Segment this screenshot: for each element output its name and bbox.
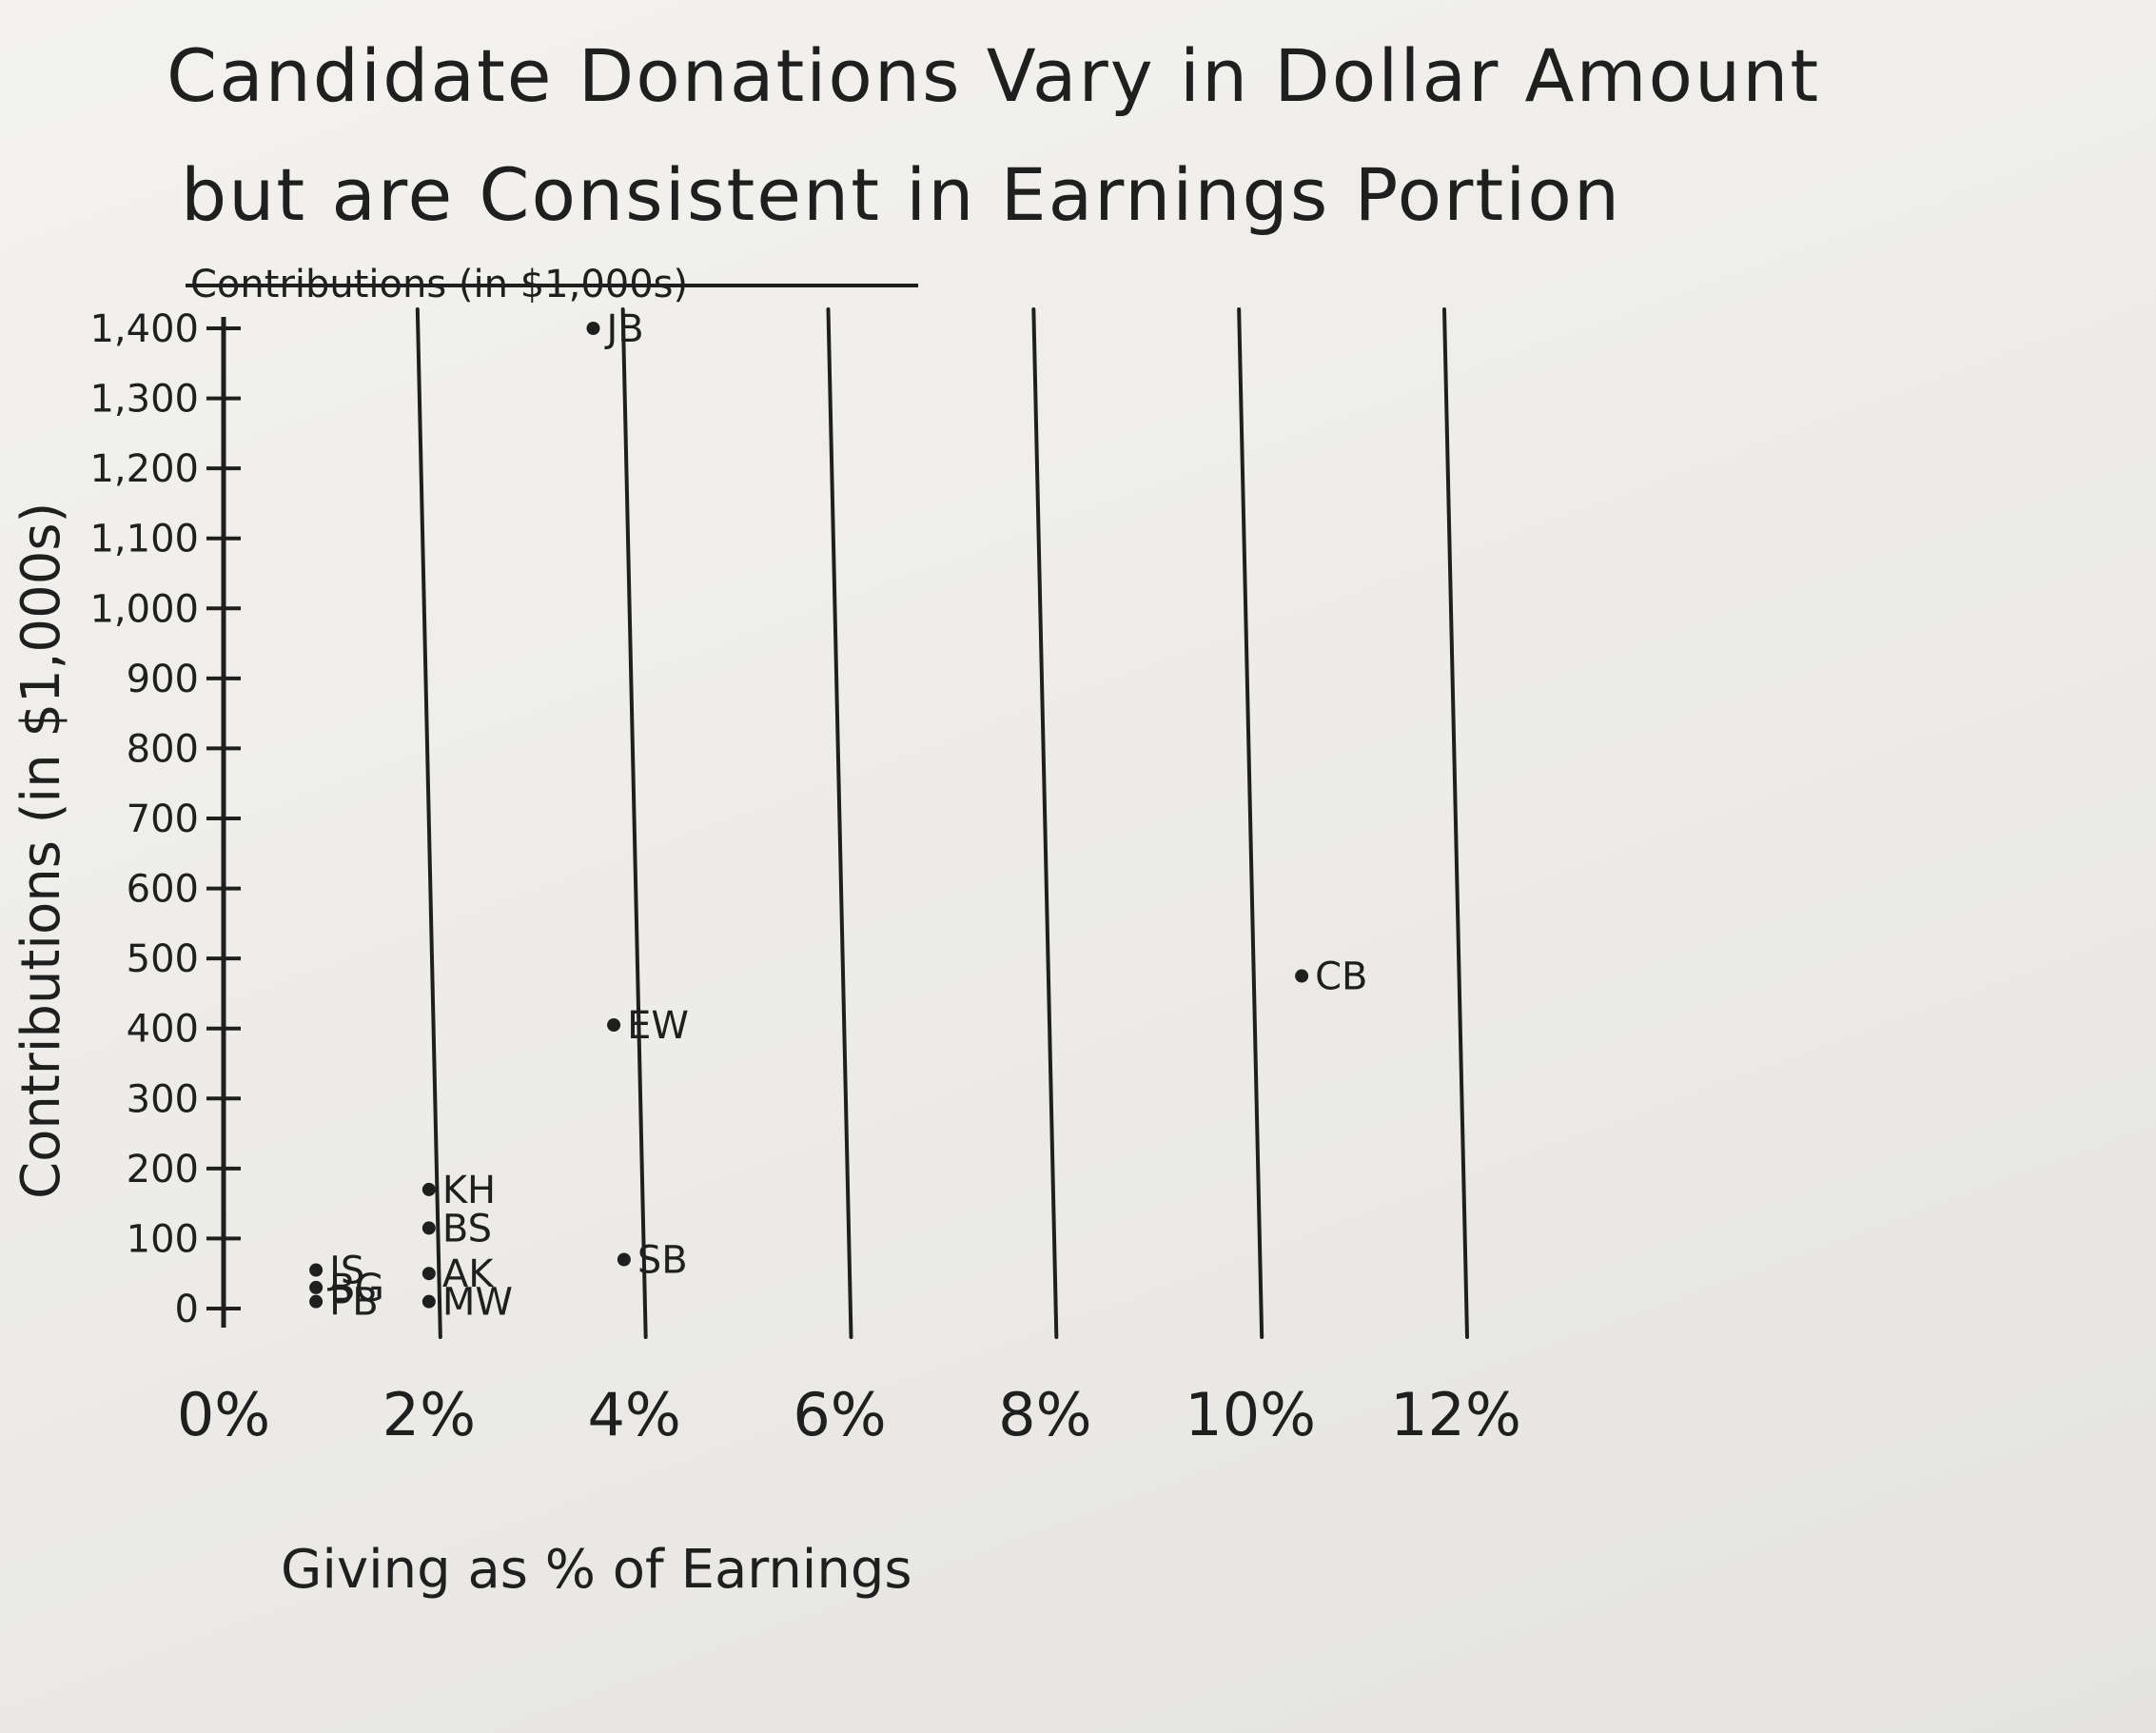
point-label-bs: BS <box>442 1207 492 1251</box>
y-tick-label-1300: 1,300 <box>89 378 199 422</box>
point-bg <box>309 1280 323 1294</box>
point-jb <box>586 322 600 335</box>
point-label-jb: JB <box>604 307 644 351</box>
point-pb <box>309 1294 323 1309</box>
y-tick-label-1400: 1,400 <box>89 307 199 351</box>
y-tick-label-1200: 1,200 <box>89 447 199 491</box>
chart-title-line-1: Candidate Donations Vary in Dollar Amoun… <box>167 33 1821 118</box>
point-label-mw: MW <box>442 1281 513 1325</box>
y-tick-label-0: 0 <box>175 1288 199 1331</box>
x-axis-title: Giving as % of Earnings <box>281 1539 912 1601</box>
y-tick-label-600: 600 <box>127 868 199 912</box>
point-kh <box>421 1182 436 1196</box>
point-label-bg: BG <box>329 1267 384 1310</box>
x-tick-label-12: 12% <box>1390 1380 1521 1449</box>
x-tick-label-10: 10% <box>1185 1380 1316 1449</box>
point-label-sb: SB <box>637 1239 688 1283</box>
x-tick-label-2: 2% <box>382 1380 476 1449</box>
gridline-10 <box>1237 307 1264 1339</box>
point-label-ak: AK <box>442 1252 495 1296</box>
y-tick-label-900: 900 <box>127 658 199 701</box>
point-label-kh: KH <box>442 1169 496 1212</box>
gridline-6 <box>826 307 853 1339</box>
y-tick-label-1100: 1,100 <box>89 518 199 561</box>
x-tick-label-0: 0% <box>177 1380 270 1449</box>
point-cb <box>1295 969 1309 983</box>
y-ticks: 0 100 200 300 400 500 600 700 800 900 1,000 1,100 1,… <box>89 307 241 1331</box>
gridlines <box>415 307 1469 1339</box>
x-ticks: 0% 2% 4% 6% 8% 10% 12% <box>177 1380 1521 1449</box>
point-sb <box>617 1252 631 1267</box>
chart-title-line-2: but are Consistent in Earnings Portion <box>181 152 1621 237</box>
gridline-4 <box>620 307 648 1339</box>
y-tick-label-500: 500 <box>127 937 199 981</box>
point-label-js: JS <box>326 1250 364 1293</box>
point-bs <box>421 1221 436 1235</box>
x-tick-label-6: 6% <box>793 1380 886 1449</box>
struck-axis-label: Contributions (in $1,000s) <box>186 263 918 306</box>
point-ak <box>421 1267 436 1281</box>
y-axis-title: Contributions (in $1,000s) <box>10 502 72 1199</box>
point-js <box>309 1263 323 1277</box>
point-label-pb: PB <box>329 1281 379 1325</box>
gridline-8 <box>1031 307 1059 1339</box>
point-label-ew: EW <box>627 1004 689 1048</box>
x-tick-label-4: 4% <box>587 1380 680 1449</box>
point-ew <box>607 1018 621 1033</box>
y-tick-label-700: 700 <box>127 798 199 841</box>
y-tick-label-800: 800 <box>127 727 199 771</box>
x-tick-label-8: 8% <box>998 1380 1091 1449</box>
gridline-2 <box>415 307 442 1339</box>
gridline-12 <box>1442 307 1469 1339</box>
point-label-cb: CB <box>1315 955 1367 999</box>
y-tick-label-100: 100 <box>127 1217 199 1261</box>
y-tick-label-300: 300 <box>127 1077 199 1121</box>
point-mw <box>421 1294 436 1309</box>
y-tick-label-400: 400 <box>127 1008 199 1052</box>
y-tick-label-1000: 1,000 <box>89 587 199 631</box>
y-tick-label-200: 200 <box>127 1148 199 1191</box>
